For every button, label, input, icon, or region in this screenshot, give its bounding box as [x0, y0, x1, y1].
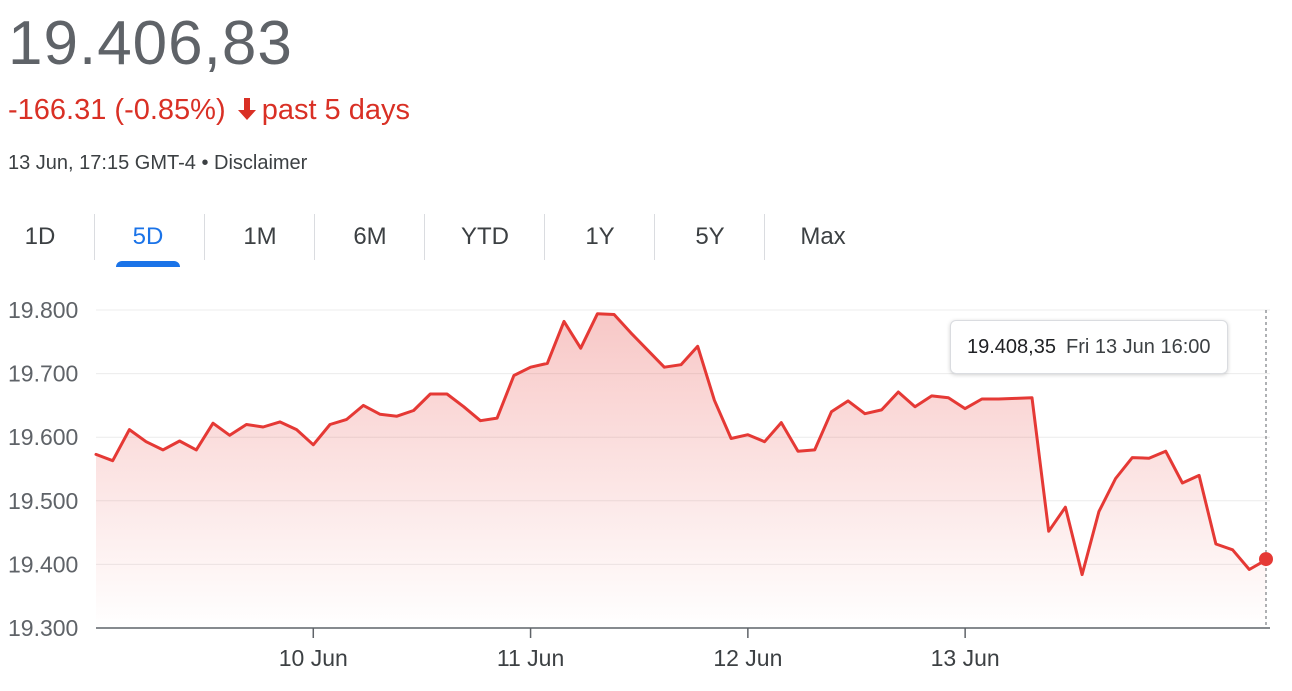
tab-separator	[654, 214, 655, 260]
x-tick-label: 11 Jun	[497, 645, 564, 671]
tab-1y[interactable]: 1Y	[585, 223, 615, 250]
tooltip-time: Fri 13 Jun 16:00	[1065, 336, 1211, 358]
y-tick-label: 19.600	[8, 424, 78, 450]
change-period: past 5 days	[261, 94, 411, 126]
chart-tooltip: 19.408,35 Fri 13 Jun 16:00	[950, 320, 1228, 374]
active-tab-indicator	[116, 261, 180, 267]
current-price: 19.406,83	[8, 9, 293, 78]
arrow-down-icon	[236, 95, 258, 121]
tab-ytd[interactable]: YTD	[461, 223, 509, 250]
y-tick-label: 19.700	[8, 361, 78, 387]
tab-5d[interactable]: 5D	[116, 210, 180, 267]
y-tick-label: 19.400	[8, 551, 78, 577]
y-tick-label: 19.800	[8, 297, 78, 323]
x-tick-label: 10 Jun	[279, 645, 348, 671]
quote-timestamp: 13 Jun, 17:15 GMT-4 •	[8, 152, 214, 174]
tab-max[interactable]: Max	[800, 223, 846, 250]
x-tick-label: 13 Jun	[931, 645, 1000, 671]
tab-separator	[544, 214, 545, 260]
y-tick-label: 19.300	[8, 615, 78, 641]
quote-meta: 13 Jun, 17:15 GMT-4 • Disclaimer	[8, 150, 307, 176]
area-fill	[96, 313, 1266, 628]
x-tick-label: 12 Jun	[713, 645, 782, 671]
tooltip-value: 19.408,35	[967, 336, 1056, 358]
price-chart[interactable]: 19.800 19.700 19.600 19.500 19.400 19.300 10 J…	[0, 290, 1292, 691]
tab-separator	[424, 214, 425, 260]
tab-5y[interactable]: 5Y	[695, 223, 725, 250]
tab-6m[interactable]: 6M	[353, 223, 387, 250]
tab-1m[interactable]: 1M	[243, 223, 277, 250]
tab-separator	[314, 214, 315, 260]
data-point[interactable]	[1259, 552, 1273, 567]
change-value: -166.31 (-0.85%)	[8, 94, 226, 126]
disclaimer-link[interactable]: Disclaimer	[214, 152, 308, 174]
price-change: -166.31 (-0.85%) past 5 days	[8, 92, 410, 128]
tab-separator	[204, 214, 205, 260]
tab-separator	[764, 214, 765, 260]
y-tick-label: 19.500	[8, 488, 78, 514]
series-line	[94, 312, 1268, 577]
tab-1d[interactable]: 1D	[24, 223, 56, 250]
tab-separator	[94, 214, 95, 260]
